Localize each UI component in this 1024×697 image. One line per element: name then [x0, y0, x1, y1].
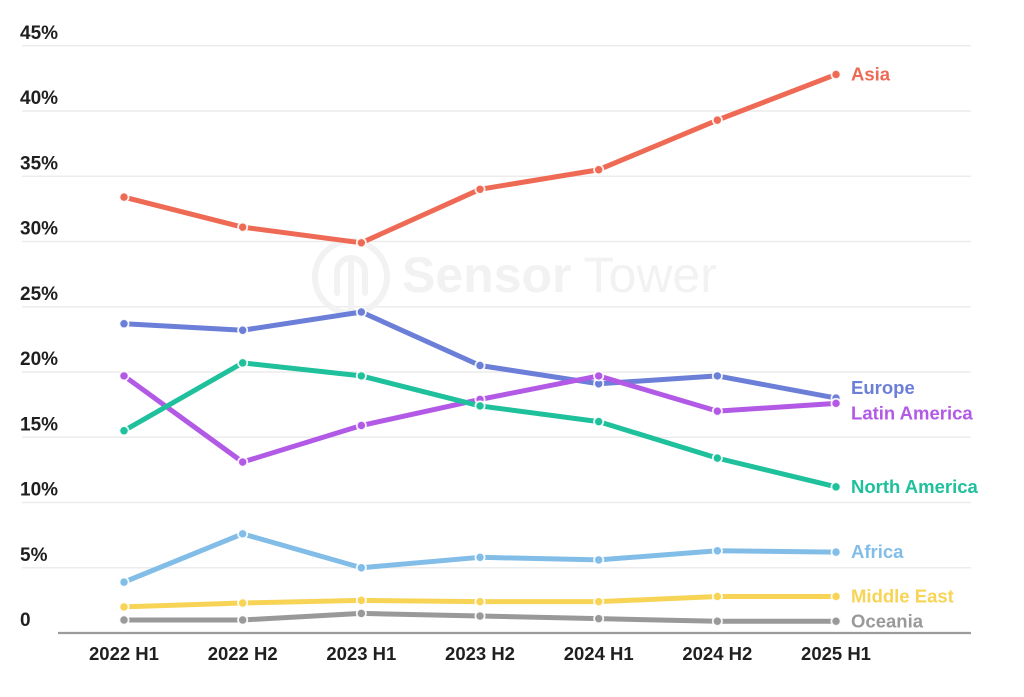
data-point-asia — [711, 114, 723, 126]
data-point-north-america — [474, 400, 486, 412]
x-tick-label: 2024 H2 — [682, 643, 752, 664]
series-label-africa: Africa — [851, 541, 904, 562]
data-point-latin-america — [711, 405, 723, 417]
data-point-middle-east — [355, 594, 367, 606]
x-tick-label: 2023 H1 — [326, 643, 396, 664]
data-point-africa — [593, 554, 605, 566]
y-tick-label: 15% — [20, 414, 58, 435]
data-point-asia — [593, 164, 605, 176]
data-point-latin-america — [355, 420, 367, 432]
y-tick-label: 35% — [20, 153, 58, 174]
data-point-latin-america — [593, 370, 605, 382]
data-point-oceania — [237, 614, 249, 626]
watermark-text: Sensor Tower — [402, 247, 717, 303]
data-point-north-america — [355, 370, 367, 382]
series-label-latin-america: Latin America — [851, 402, 973, 423]
data-point-oceania — [711, 615, 723, 627]
data-point-latin-america — [118, 370, 130, 382]
data-point-africa — [355, 562, 367, 574]
x-tick-label: 2022 H2 — [208, 643, 278, 664]
data-point-oceania — [593, 613, 605, 625]
y-tick-label: 0 — [20, 610, 31, 631]
data-point-europe — [474, 359, 486, 371]
data-point-latin-america — [237, 456, 249, 468]
data-point-north-america — [237, 357, 249, 369]
data-point-middle-east — [474, 596, 486, 608]
data-point-asia — [237, 221, 249, 233]
series-line-europe — [121, 309, 839, 401]
y-tick-label: 45% — [20, 23, 58, 44]
data-point-africa — [237, 528, 249, 540]
data-point-north-america — [593, 416, 605, 428]
y-tick-label: 5% — [20, 545, 48, 566]
watermark: Sensor Tower — [312, 238, 717, 316]
data-point-oceania — [355, 607, 367, 619]
y-tick-label: 10% — [20, 480, 58, 501]
data-point-middle-east — [237, 597, 249, 609]
data-point-north-america — [118, 425, 130, 437]
series-label-europe: Europe — [851, 377, 915, 398]
series-label-middle-east: Middle East — [851, 585, 954, 606]
x-tick-label: 2022 H1 — [89, 643, 159, 664]
series-label-asia: Asia — [851, 63, 891, 84]
data-point-middle-east — [118, 601, 130, 613]
data-point-latin-america — [830, 397, 842, 409]
data-point-africa — [118, 576, 130, 588]
data-point-africa — [711, 545, 723, 557]
data-point-europe — [118, 318, 130, 330]
series-line-asia — [121, 71, 839, 246]
y-tick-label: 20% — [20, 349, 58, 370]
series-line-north-america — [121, 360, 839, 490]
data-point-europe — [237, 324, 249, 336]
y-tick-label: 30% — [20, 219, 58, 240]
data-point-asia — [355, 237, 367, 249]
x-tick-label: 2024 H1 — [564, 643, 634, 664]
series-label-oceania: Oceania — [851, 610, 924, 631]
data-point-africa — [474, 551, 486, 563]
data-point-north-america — [711, 452, 723, 464]
data-point-europe — [711, 370, 723, 382]
data-point-asia — [118, 191, 130, 203]
data-point-africa — [830, 546, 842, 558]
y-tick-label: 40% — [20, 88, 58, 109]
data-point-asia — [830, 68, 842, 80]
series-label-north-america: North America — [851, 476, 979, 497]
x-tick-label: 2025 H1 — [801, 643, 871, 664]
series-line-latin-america — [121, 373, 839, 465]
data-point-europe — [355, 306, 367, 318]
data-point-middle-east — [711, 590, 723, 602]
data-point-middle-east — [830, 590, 842, 602]
data-point-middle-east — [593, 596, 605, 608]
data-point-asia — [474, 183, 486, 195]
data-point-north-america — [830, 481, 842, 493]
data-point-oceania — [118, 614, 130, 626]
y-tick-label: 25% — [20, 284, 58, 305]
data-point-oceania — [830, 615, 842, 627]
data-point-oceania — [474, 610, 486, 622]
x-tick-label: 2023 H2 — [445, 643, 515, 664]
